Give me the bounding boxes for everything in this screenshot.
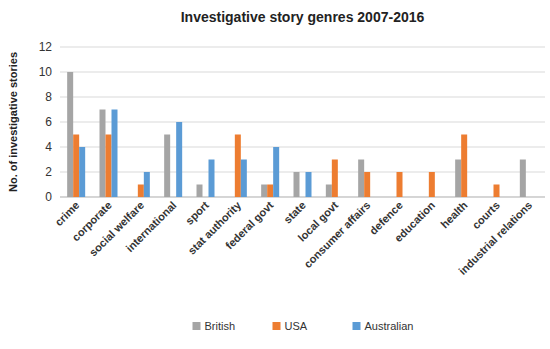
bar <box>144 172 150 197</box>
x-tick-label: health <box>438 199 470 231</box>
bar <box>364 172 370 197</box>
legend-label: British <box>205 320 236 332</box>
legend-label: Australian <box>365 320 414 332</box>
legend: British USA Australian <box>193 320 414 332</box>
bar <box>229 197 235 198</box>
grid-line <box>60 97 545 98</box>
bar <box>332 160 338 198</box>
y-tick-label: 12 <box>39 40 53 54</box>
bar <box>273 147 279 197</box>
bar <box>520 160 526 198</box>
x-tick-label: social welfare <box>87 199 147 259</box>
bar <box>132 197 138 198</box>
bar <box>138 185 144 198</box>
bar <box>294 172 300 197</box>
y-tick-label: 4 <box>45 140 52 154</box>
bar <box>306 172 312 197</box>
bar <box>79 147 85 197</box>
legend-label: USA <box>285 320 308 332</box>
bar <box>532 197 538 198</box>
bar <box>403 197 409 198</box>
y-tick-label: 10 <box>39 65 53 79</box>
bar <box>235 135 241 198</box>
grid-line <box>60 147 545 148</box>
x-tick-label: consumer affairs <box>301 199 372 270</box>
bar <box>435 197 441 198</box>
bar <box>267 185 273 198</box>
bar <box>300 197 306 198</box>
x-tick-label: international <box>123 199 178 254</box>
grid-line <box>60 122 545 123</box>
bar <box>261 185 267 198</box>
bar <box>423 197 429 198</box>
bar <box>429 172 435 197</box>
y-tick-label: 0 <box>45 190 52 204</box>
bar <box>176 122 182 197</box>
bar <box>100 110 106 198</box>
bar <box>500 197 506 198</box>
bar <box>197 185 203 198</box>
x-tick-label: sport <box>183 199 211 227</box>
y-tick-label: 8 <box>45 90 52 104</box>
bars <box>67 72 526 197</box>
x-tick-label: industrial relations <box>456 199 534 277</box>
bar <box>106 135 112 198</box>
bar <box>326 185 332 198</box>
bar <box>67 72 73 197</box>
bar <box>73 135 79 198</box>
x-tick-label: education <box>392 199 437 244</box>
bar <box>164 135 170 198</box>
bar <box>338 197 344 198</box>
bar <box>112 110 118 198</box>
bar <box>488 197 494 198</box>
bar <box>391 197 397 198</box>
bar <box>494 185 500 198</box>
bar <box>526 197 532 198</box>
x-axis <box>60 197 545 198</box>
bar <box>358 160 364 198</box>
chart: Investigative story genres 2007-2016 No. … <box>0 0 550 349</box>
x-tick-label: state <box>281 199 308 226</box>
bar <box>467 197 473 198</box>
bar <box>209 160 215 198</box>
title: Investigative story genres 2007-2016 <box>181 9 425 25</box>
x-tick-label: crime <box>52 199 81 228</box>
bar <box>455 160 461 198</box>
bar <box>241 160 247 198</box>
x-tick-label: federal govt <box>223 199 276 252</box>
bar <box>170 197 176 198</box>
bar <box>461 135 467 198</box>
bar <box>397 172 403 197</box>
bar <box>370 197 376 198</box>
bar <box>203 197 209 198</box>
x-tick-label: stat authority <box>185 198 243 256</box>
y-tick-label: 2 <box>45 165 52 179</box>
grid-line <box>60 72 545 73</box>
legend-swatch <box>353 322 361 330</box>
y-tick-label: 6 <box>45 115 52 129</box>
grid-line <box>60 197 545 198</box>
legend-swatch <box>193 322 201 330</box>
y-axis-label: No. of investigative stories <box>7 52 19 192</box>
grid-line <box>60 172 545 173</box>
legend-swatch <box>273 322 281 330</box>
grid-line <box>60 47 545 48</box>
